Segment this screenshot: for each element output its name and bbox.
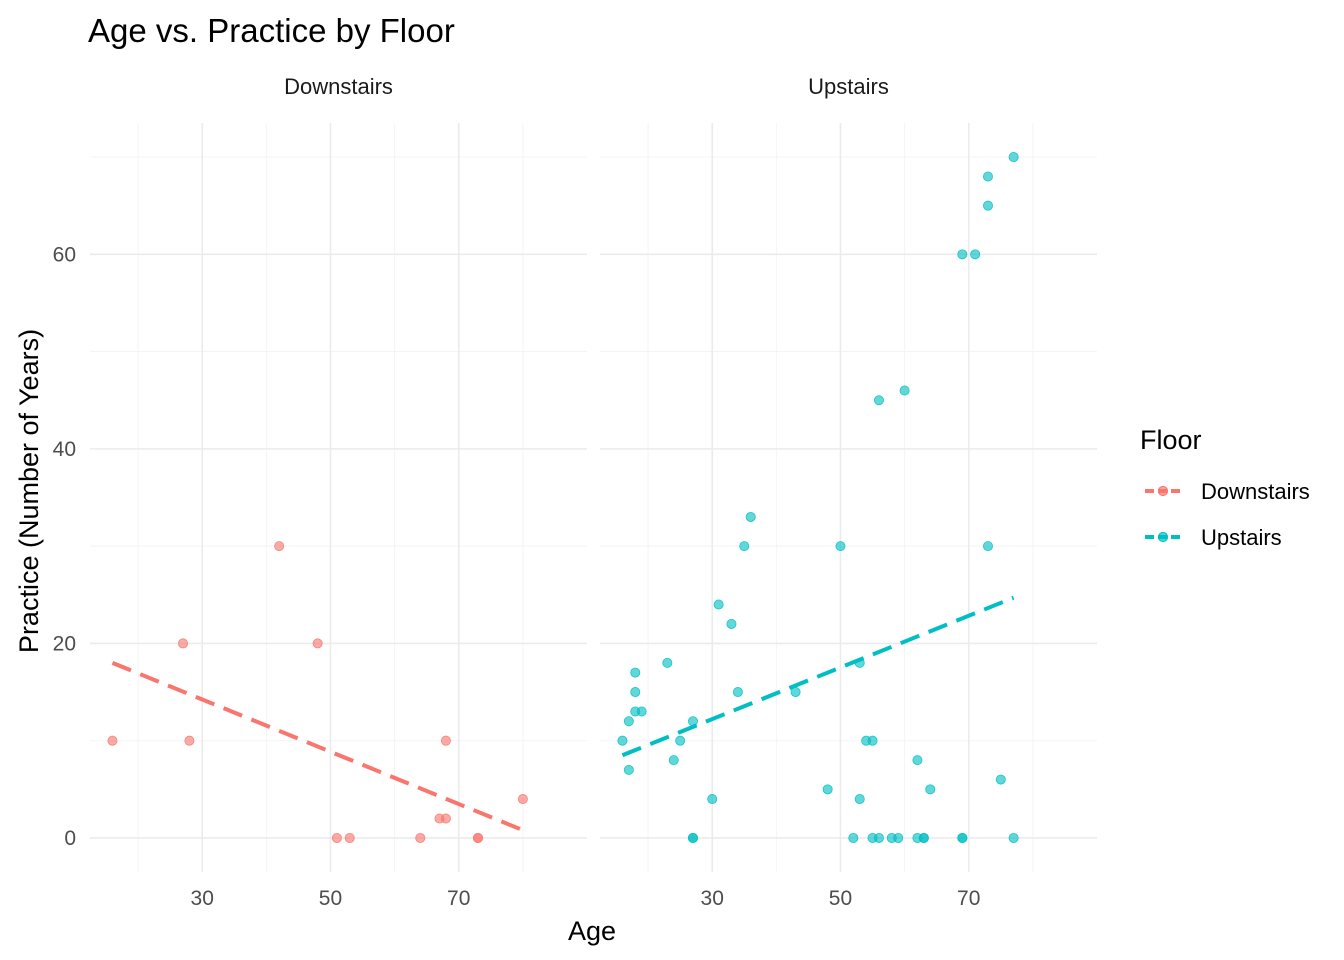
point-upstairs bbox=[732, 687, 743, 698]
x-tick-label-70: 70 bbox=[957, 887, 980, 910]
point-upstairs bbox=[893, 832, 904, 843]
point-upstairs bbox=[630, 667, 641, 678]
point-downstairs bbox=[415, 832, 426, 843]
legend-label-downstairs: Downstairs bbox=[1201, 479, 1310, 504]
point-upstairs bbox=[912, 755, 923, 766]
point-upstairs bbox=[662, 657, 673, 668]
point-upstairs bbox=[957, 832, 968, 843]
point-downstairs bbox=[177, 638, 188, 649]
point-upstairs bbox=[957, 249, 968, 260]
chart-title: Age vs. Practice by Floor bbox=[88, 12, 455, 49]
x-tick-label-50: 50 bbox=[319, 887, 342, 910]
legend-key-point-upstairs bbox=[1157, 531, 1169, 543]
point-upstairs bbox=[623, 716, 634, 727]
point-upstairs bbox=[1008, 152, 1019, 163]
x-tick-label-30: 30 bbox=[701, 887, 724, 910]
point-upstairs bbox=[745, 511, 756, 522]
trend-line-upstairs bbox=[621, 595, 1015, 758]
point-upstairs bbox=[617, 735, 628, 746]
point-upstairs bbox=[873, 395, 884, 406]
y-tick-label-60: 60 bbox=[53, 243, 76, 266]
point-downstairs bbox=[440, 735, 451, 746]
point-upstairs bbox=[970, 249, 981, 260]
x-tick-label-50: 50 bbox=[829, 887, 852, 910]
x-axis-title: Age bbox=[568, 916, 616, 946]
point-downstairs bbox=[107, 735, 118, 746]
y-axis-title: Practice (Number of Years) bbox=[14, 329, 44, 653]
point-upstairs bbox=[636, 706, 647, 717]
point-upstairs bbox=[687, 832, 698, 843]
point-upstairs bbox=[982, 541, 993, 552]
point-upstairs bbox=[623, 764, 634, 775]
point-upstairs bbox=[713, 599, 724, 610]
y-tick-label-0: 0 bbox=[64, 827, 76, 850]
point-downstairs bbox=[472, 832, 483, 843]
point-upstairs bbox=[982, 200, 993, 211]
point-upstairs bbox=[1008, 832, 1019, 843]
facet-panel-downstairs: Downstairs 30 50 70 bbox=[90, 74, 587, 910]
facet-label-downstairs: Downstairs bbox=[284, 74, 393, 99]
point-upstairs bbox=[707, 794, 718, 805]
legend-title: Floor bbox=[1140, 425, 1202, 455]
point-upstairs bbox=[925, 784, 936, 795]
point-upstairs bbox=[739, 541, 750, 552]
point-upstairs bbox=[822, 784, 833, 795]
point-upstairs bbox=[867, 735, 878, 746]
point-upstairs bbox=[873, 832, 884, 843]
point-downstairs bbox=[312, 638, 323, 649]
legend: Floor Downstairs Upstairs bbox=[1140, 425, 1310, 550]
point-upstairs bbox=[668, 755, 679, 766]
point-downstairs bbox=[344, 832, 355, 843]
facet-panel-upstairs: Upstairs 30 50 70 bbox=[600, 74, 1097, 910]
facet-label-upstairs: Upstairs bbox=[808, 74, 889, 99]
legend-key-point-downstairs bbox=[1157, 485, 1169, 497]
point-upstairs bbox=[995, 774, 1006, 785]
y-tick-label-40: 40 bbox=[53, 438, 76, 461]
point-upstairs bbox=[726, 618, 737, 629]
y-tick-label-20: 20 bbox=[53, 632, 76, 655]
point-upstairs bbox=[630, 687, 641, 698]
point-upstairs bbox=[835, 541, 846, 552]
point-upstairs bbox=[899, 385, 910, 396]
point-downstairs bbox=[440, 813, 451, 824]
x-tick-label-30: 30 bbox=[191, 887, 214, 910]
point-upstairs bbox=[854, 794, 865, 805]
x-tick-label-70: 70 bbox=[447, 887, 470, 910]
point-downstairs bbox=[274, 541, 285, 552]
legend-label-upstairs: Upstairs bbox=[1201, 525, 1282, 550]
point-downstairs bbox=[184, 735, 195, 746]
point-upstairs bbox=[675, 735, 686, 746]
trend-line-downstairs bbox=[111, 661, 524, 833]
point-upstairs bbox=[918, 832, 929, 843]
point-downstairs bbox=[331, 832, 342, 843]
point-upstairs bbox=[848, 832, 859, 843]
point-upstairs bbox=[982, 171, 993, 182]
point-downstairs bbox=[517, 794, 528, 805]
